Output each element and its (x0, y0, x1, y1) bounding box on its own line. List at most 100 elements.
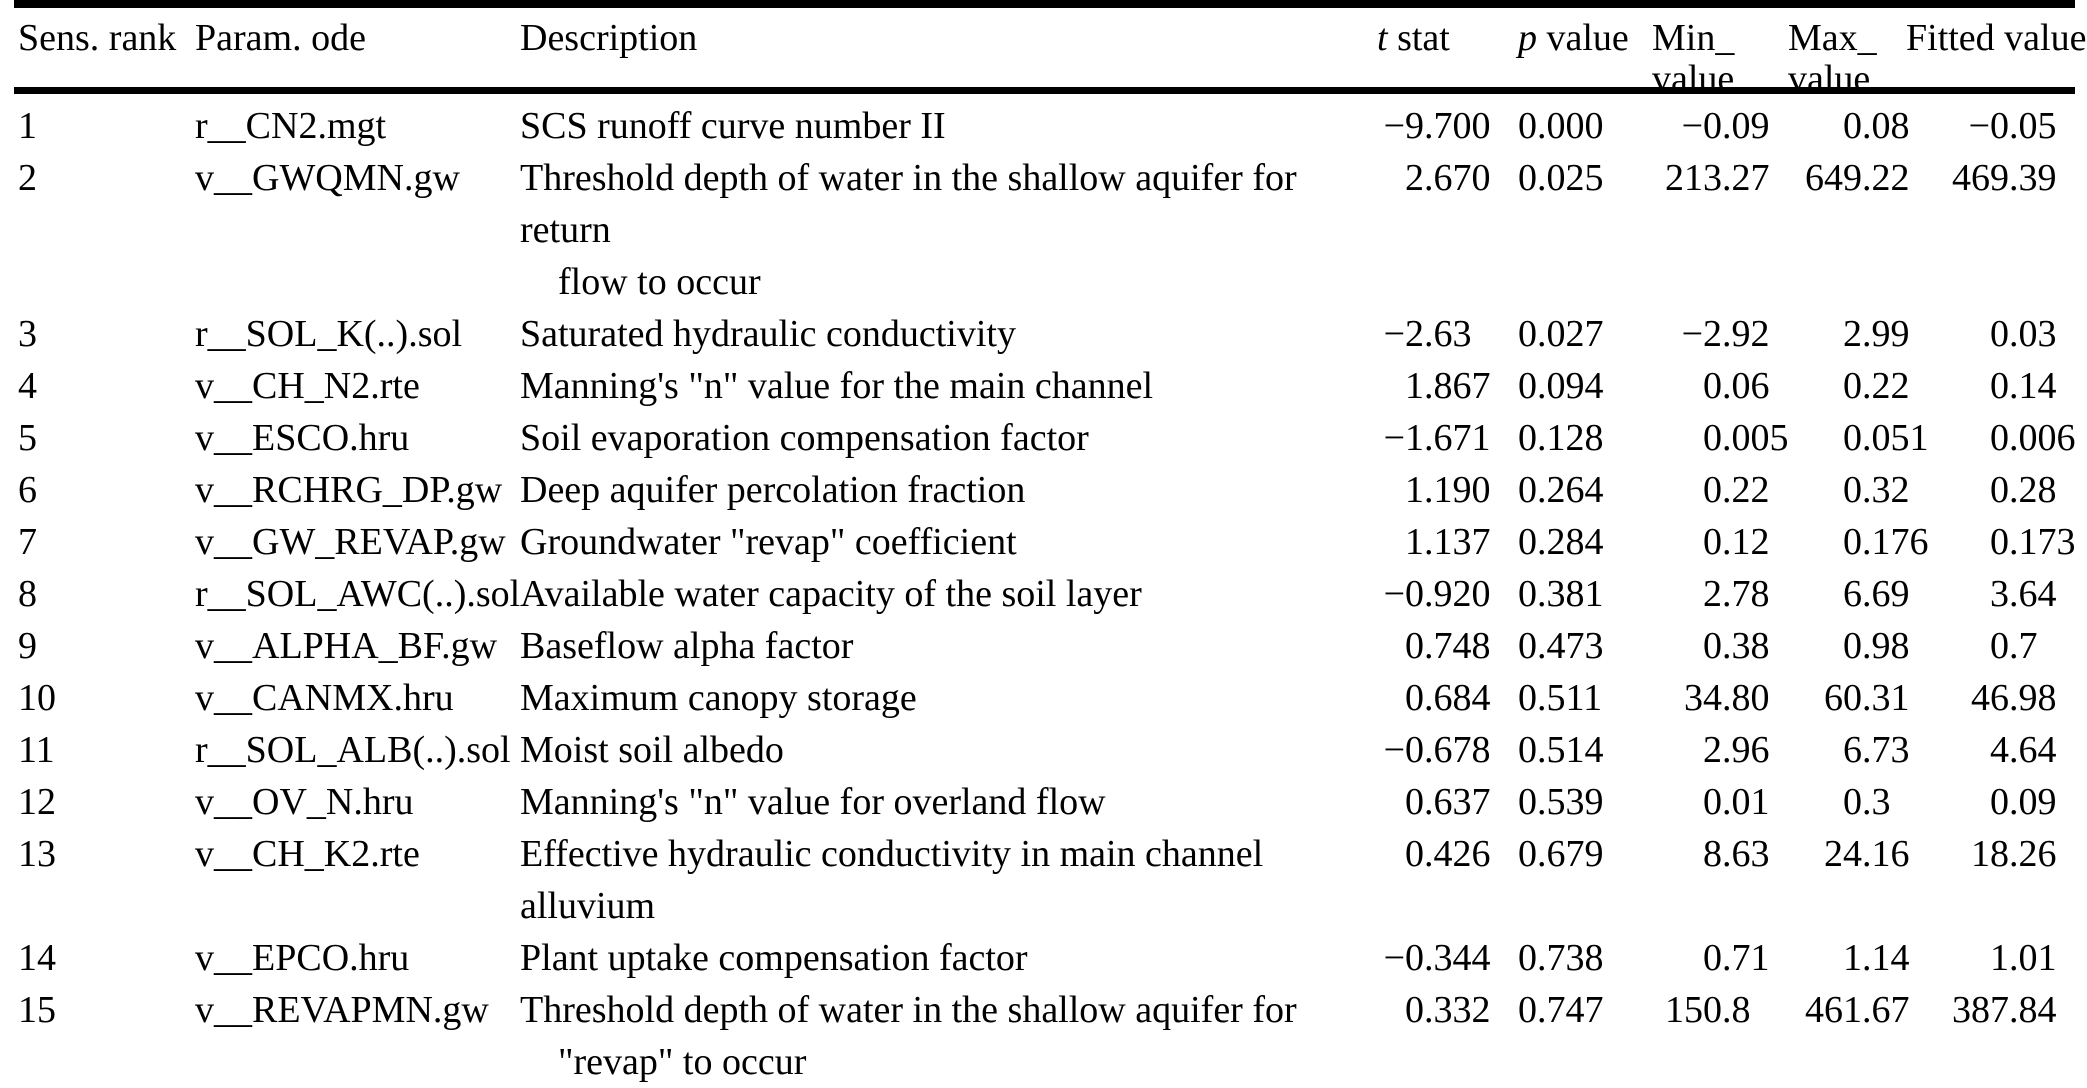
cell-max-value-int-part: 6 (1843, 573, 1862, 615)
cell-max-value-int-part: 60 (1824, 677, 1862, 719)
cell-fitted-value-int-part: 0 (1990, 781, 2009, 823)
cell-fitted-value: 0.09 (1928, 776, 2075, 828)
cell-fitted-value-int-part: −0 (1968, 105, 2009, 147)
cell-description: Effective hydraulic conductivity in main… (520, 828, 1350, 932)
cell-fitted-value-int-part: 0 (1990, 469, 2009, 511)
cell-min-value-frac-part: .71 (1722, 937, 1770, 979)
cell-max-value-int-part: 1 (1843, 937, 1862, 979)
cell-t-stat: 0.332 (1350, 984, 1491, 1036)
cell-max-value-frac-part: .051 (1862, 417, 1929, 459)
cell-fitted-value-frac-part: .39 (2009, 157, 2057, 199)
cell-min-value: 2.78 (1630, 568, 1788, 620)
cell-min-value-int-part: 0 (1703, 469, 1722, 511)
cell-fitted-value: 18.26 (1928, 828, 2075, 880)
cell-sens-rank: 9 (18, 625, 37, 667)
cell-min-value: 0.71 (1630, 932, 1788, 984)
cell-t-stat-int-part: −0 (1383, 937, 1424, 979)
cell-fitted-value-int-part: 0 (1990, 313, 2009, 355)
cell-param-code: v__ALPHA_BF.gw (195, 625, 498, 667)
cell-max-value-frac-part: .32 (1862, 469, 1910, 511)
cell-t-stat-frac-part: .637 (1424, 781, 1491, 823)
cell-p-value: 0.511 (1518, 677, 1603, 719)
cell-max-value: 24.16 (1788, 828, 1928, 880)
cell-fitted-value-int-part: 0 (1990, 625, 2009, 667)
cell-description: Saturated hydraulic conductivity (520, 308, 1350, 360)
cell-min-value: 2.96 (1630, 724, 1788, 776)
cell-min-value-int-part: −0 (1681, 105, 1722, 147)
cell-t-stat-frac-part: .670 (1424, 157, 1491, 199)
col-header-p-value: p value (1490, 18, 1630, 59)
cell-sens-rank: 14 (18, 937, 56, 979)
cell-param-code: r__SOL_ALB(..).sol (195, 729, 511, 771)
cell-max-value-frac-part: .67 (1862, 989, 1910, 1031)
cell-fitted-value-frac-part: .84 (2009, 989, 2057, 1031)
cell-fitted-value: 0.006 (1928, 412, 2076, 464)
cell-min-value-frac-part: .22 (1722, 469, 1770, 511)
description-line: Available water capacity of the soil lay… (520, 573, 1142, 615)
cell-t-stat: 1.190 (1350, 464, 1491, 516)
cell-t-stat-int-part: 0 (1405, 625, 1424, 667)
cell-min-value: 0.06 (1630, 360, 1788, 412)
cell-max-value-frac-part: .22 (1862, 157, 1910, 199)
cell-max-value-int-part: 649 (1805, 157, 1862, 199)
cell-fitted-value-frac-part: .14 (2009, 365, 2057, 407)
cell-t-stat-int-part: −2 (1383, 313, 1424, 355)
table-row: 11 r__SOL_ALB(..).sol Moist soil albedo −0.… (18, 724, 2087, 776)
description-line: Effective hydraulic conductivity in main… (520, 833, 1264, 927)
cell-max-value-frac-part: .69 (1862, 573, 1910, 615)
cell-max-value-frac-part: .98 (1862, 625, 1910, 667)
cell-max-value: 6.69 (1788, 568, 1928, 620)
cell-fitted-value: 387.84 (1928, 984, 2075, 1036)
cell-p-value: 0.128 (1518, 417, 1604, 459)
cell-fitted-value: 0.14 (1928, 360, 2075, 412)
cell-min-value-frac-part: .80 (1722, 677, 1770, 719)
cell-min-value-frac-part: .38 (1722, 625, 1770, 667)
cell-max-value: 0.176 (1788, 516, 1929, 568)
cell-max-value: 0.08 (1788, 100, 1928, 152)
description-line: Threshold depth of water in the shallow … (520, 989, 1297, 1031)
cell-max-value-int-part: 0 (1843, 625, 1862, 667)
table-row: 14 v__EPCO.hru Plant uptake compensation f… (18, 932, 2087, 984)
cell-t-stat: 1.137 (1350, 516, 1491, 568)
cell-fitted-value-int-part: 387 (1952, 989, 2009, 1031)
cell-fitted-value: −0.05 (1928, 100, 2075, 152)
cell-t-stat-int-part: 0 (1405, 989, 1424, 1031)
cell-t-stat-int-part: −9 (1383, 105, 1424, 147)
cell-fitted-value-int-part: 18 (1971, 833, 2009, 875)
cell-description: Groundwater "revap" coefficient (520, 516, 1350, 568)
description-line: Manning's "n" value for the main channel (520, 365, 1154, 407)
cell-sens-rank: 5 (18, 417, 37, 459)
cell-sens-rank: 6 (18, 469, 37, 511)
cell-param-code: v__CANMX.hru (195, 677, 454, 719)
table-rule-header-bottom (14, 87, 2075, 94)
cell-min-value-int-part: 0 (1703, 781, 1722, 823)
cell-param-code: r__SOL_AWC(..).sol (195, 573, 521, 615)
description-line: Moist soil albedo (520, 729, 784, 771)
description-line: Saturated hydraulic conductivity (520, 313, 1016, 355)
cell-description: Threshold depth of water in the shallow … (520, 984, 1350, 1088)
cell-description: Maximum canopy storage (520, 672, 1350, 724)
cell-t-stat-frac-part: .748 (1424, 625, 1491, 667)
cell-fitted-value: 4.64 (1928, 724, 2075, 776)
p-value-rest: value (1537, 17, 1629, 59)
cell-max-value-int-part: 24 (1824, 833, 1862, 875)
cell-description: Available water capacity of the soil lay… (520, 568, 1350, 620)
cell-max-value: 0.051 (1788, 412, 1929, 464)
cell-param-code: v__GW_REVAP.gw (195, 521, 506, 563)
cell-max-value: 0.32 (1788, 464, 1928, 516)
cell-max-value: 2.99 (1788, 308, 1928, 360)
cell-min-value-frac-part: .96 (1722, 729, 1770, 771)
cell-max-value-frac-part: .73 (1862, 729, 1910, 771)
description-line: Maximum canopy storage (520, 677, 917, 719)
cell-fitted-value-int-part: 4 (1990, 729, 2009, 771)
cell-min-value: 34.80 (1630, 672, 1788, 724)
cell-t-stat-frac-part: .426 (1424, 833, 1491, 875)
table-row: 12 v__OV_N.hru Manning's "n" value for ove… (18, 776, 2087, 828)
cell-t-stat: −2.63 (1350, 308, 1490, 360)
cell-t-stat-int-part: 1 (1405, 469, 1424, 511)
cell-min-value-int-part: 0 (1703, 625, 1722, 667)
cell-t-stat-frac-part: .867 (1424, 365, 1491, 407)
cell-max-value-int-part: 0 (1843, 417, 1862, 459)
cell-min-value: 8.63 (1630, 828, 1788, 880)
cell-fitted-value-frac-part: .7 (2009, 625, 2038, 667)
